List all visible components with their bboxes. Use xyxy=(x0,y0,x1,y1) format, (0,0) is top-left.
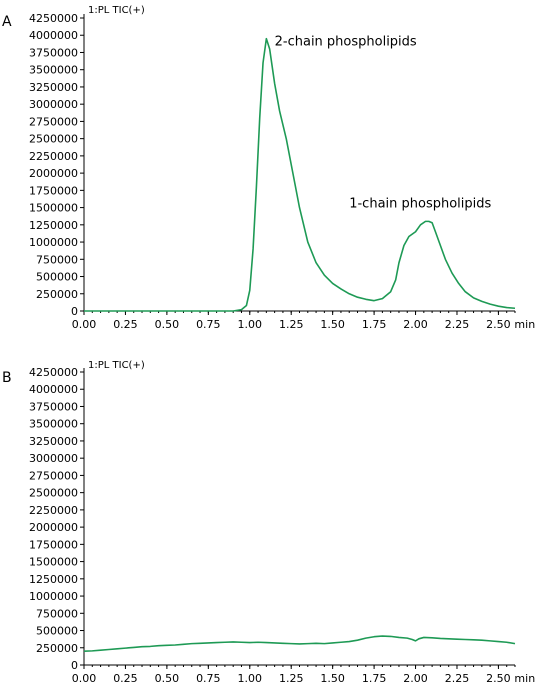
y-tick-label: 500000 xyxy=(36,271,78,284)
panel-label: A xyxy=(2,14,12,30)
trace-title: 1:PL TIC(+) xyxy=(88,360,145,371)
y-tick-label: 4250000 xyxy=(29,366,78,379)
y-tick-label: 3250000 xyxy=(29,81,78,94)
y-tick-label: 2250000 xyxy=(29,504,78,517)
x-tick-label: 2.25 xyxy=(445,672,470,685)
y-tick-label: 4000000 xyxy=(29,383,78,396)
x-tick-label: 2.50 xyxy=(486,318,511,331)
y-tick-label: 2500000 xyxy=(29,133,78,146)
y-tick-label: 3000000 xyxy=(29,452,78,465)
x-tick-label: 2.25 xyxy=(445,318,470,331)
tic-trace-0 xyxy=(83,635,516,653)
y-tick-label: 2750000 xyxy=(29,115,78,128)
panel-b: B 1:PL TIC(+) 0 250000 500000 750000 1000000 12… xyxy=(2,360,535,685)
x-tick-label: 0.00 xyxy=(72,672,97,685)
y-tick-label: 0 xyxy=(71,305,78,318)
y-tick-label: 3000000 xyxy=(29,98,78,111)
y-tick-label: 1750000 xyxy=(29,184,78,197)
y-tick-label: 1750000 xyxy=(29,538,78,551)
x-unit-label: min xyxy=(514,672,535,685)
y-tick-label: 1250000 xyxy=(29,219,78,232)
x-tick-label: 0.25 xyxy=(113,672,138,685)
x-tick-label: 1.25 xyxy=(279,318,304,331)
y-tick-label: 250000 xyxy=(36,642,78,655)
y-tick-label: 3750000 xyxy=(29,46,78,59)
y-tick-label: 1250000 xyxy=(29,573,78,586)
tic-trace-0 xyxy=(84,37,516,312)
y-tick-label: 1500000 xyxy=(29,556,78,569)
x-tick-label: 1.25 xyxy=(279,672,304,685)
peak-annotation: 1-chain phospholipids xyxy=(349,197,491,212)
panel-label: B xyxy=(2,370,12,386)
x-tick-label: 0.25 xyxy=(113,318,138,331)
x-unit-label: min xyxy=(514,318,535,331)
x-tick-label: 1.50 xyxy=(320,318,345,331)
x-tick-label: 1.00 xyxy=(238,672,263,685)
y-tick-label: 2000000 xyxy=(29,521,78,534)
x-tick-label: 1.75 xyxy=(362,672,387,685)
x-tick-label: 2.00 xyxy=(403,318,428,331)
x-tick-label: 1.75 xyxy=(362,318,387,331)
x-tick-label: 0.00 xyxy=(72,318,97,331)
y-tick-label: 3750000 xyxy=(29,400,78,413)
x-tick-label: 1.00 xyxy=(238,318,263,331)
y-tick-label: 250000 xyxy=(36,288,78,301)
x-tick-label: 0.75 xyxy=(196,318,221,331)
y-tick-label: 4250000 xyxy=(29,12,78,25)
y-tick-label: 500000 xyxy=(36,625,78,638)
y-tick-label: 2250000 xyxy=(29,150,78,163)
x-tick-label: 0.50 xyxy=(155,318,180,331)
y-tick-label: 2000000 xyxy=(29,167,78,180)
y-tick-label: 750000 xyxy=(36,253,78,266)
x-tick-label: 0.50 xyxy=(155,672,180,685)
y-tick-label: 4000000 xyxy=(29,29,78,42)
y-tick-label: 3250000 xyxy=(29,435,78,448)
y-tick-label: 2750000 xyxy=(29,469,78,482)
x-tick-label: 2.00 xyxy=(403,672,428,685)
y-tick-label: 0 xyxy=(71,659,78,672)
y-tick-label: 1000000 xyxy=(29,590,78,603)
y-tick-label: 750000 xyxy=(36,607,78,620)
trace-title: 1:PL TIC(+) xyxy=(88,5,145,16)
y-tick-label: 1500000 xyxy=(29,202,78,215)
x-tick-label: 1.50 xyxy=(320,672,345,685)
y-tick-label: 3500000 xyxy=(29,64,78,77)
y-tick-label: 3500000 xyxy=(29,418,78,431)
peak-annotation: 2-chain phospholipids xyxy=(275,35,417,50)
panel-a: A 1:PL TIC(+) 0 250000 500000 750000 1000000 12… xyxy=(2,5,535,331)
y-tick-label: 2500000 xyxy=(29,487,78,500)
x-tick-label: 2.50 xyxy=(486,672,511,685)
y-tick-label: 1000000 xyxy=(29,236,78,249)
x-tick-label: 0.75 xyxy=(196,672,221,685)
